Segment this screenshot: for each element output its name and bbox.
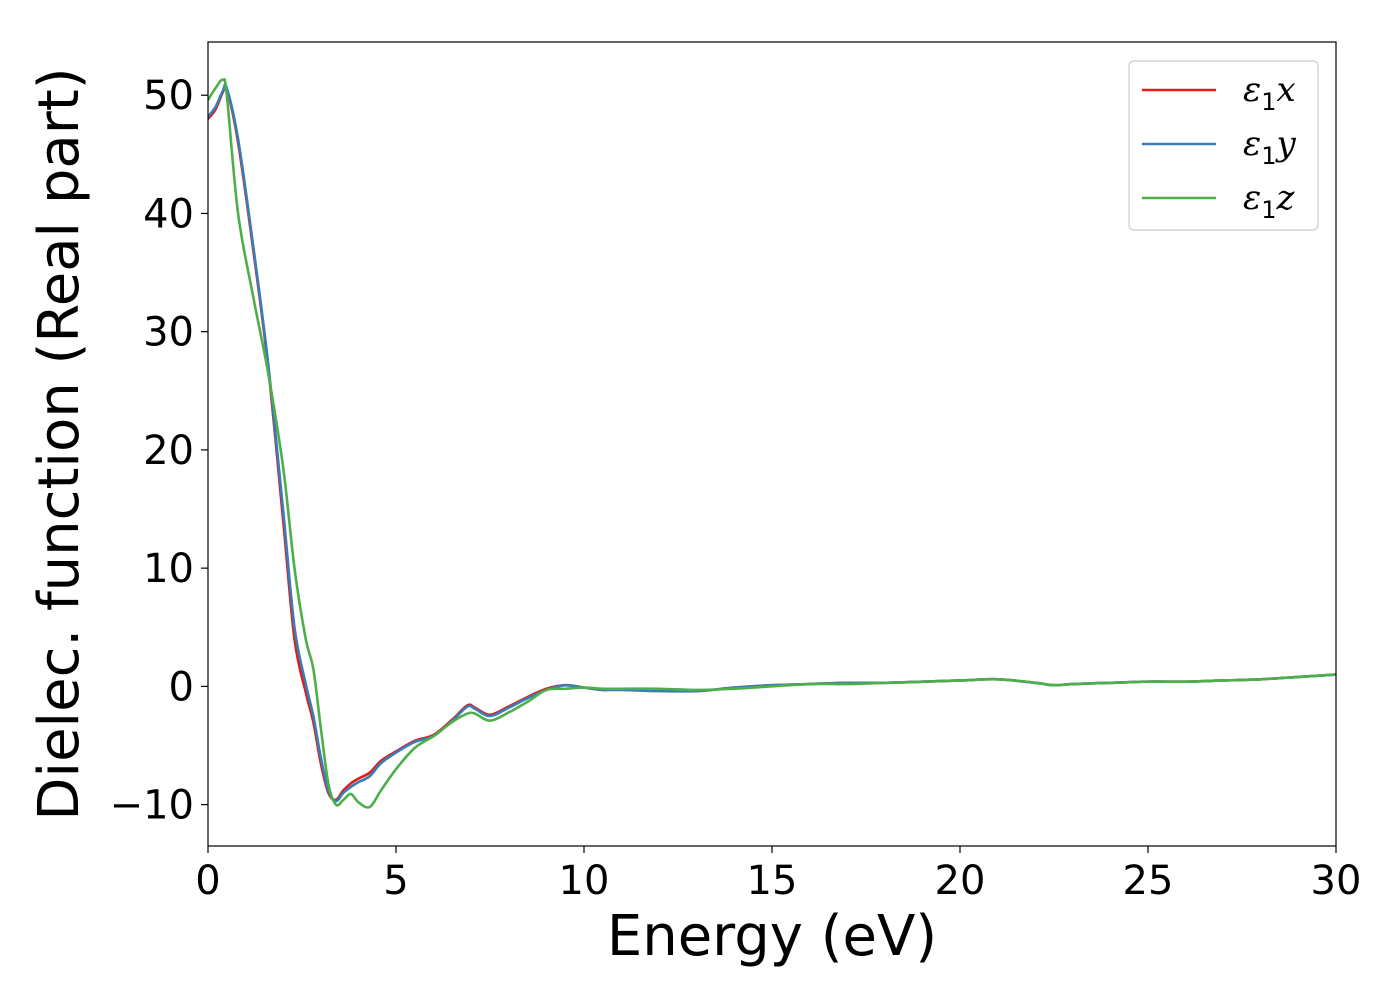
legend-label-3: ε1z [1243,178,1296,224]
y-tick-label: 40 [143,191,194,237]
y-axis-ticks: −10 0 10 20 30 40 50 [110,73,208,829]
x-tick-label: 25 [1123,858,1174,904]
legend-label-main: ε [1243,124,1261,164]
legend-label-2: ε1y [1243,124,1297,170]
x-tick-label: 10 [559,858,610,904]
x-axis-title: Energy (eV) [607,904,937,969]
y-tick-label: −10 [110,783,194,829]
legend-label-sub: 1 [1261,196,1276,224]
x-tick-label: 30 [1311,858,1362,904]
x-axis-ticks: 0 5 10 15 20 25 30 [195,846,1361,904]
x-tick-label: 0 [195,858,220,904]
y-tick-label: 0 [169,664,194,710]
legend-label-main: ε [1243,70,1261,110]
legend-label-tail: x [1277,70,1296,110]
legend-label-tail: z [1276,178,1296,218]
x-tick-label: 20 [935,858,986,904]
y-tick-label: 30 [143,310,194,356]
y-tick-label: 50 [143,73,194,119]
series-line-3 [208,78,1336,809]
y-tick-label: 10 [143,546,194,592]
legend-label-tail: y [1275,124,1297,164]
legend-label-sub: 1 [1261,88,1276,116]
legend-label-sub: 1 [1261,142,1276,170]
y-tick-label: 20 [143,428,194,474]
legend-label-1: ε1x [1243,70,1296,116]
legend-box [1128,60,1319,231]
series-layer [208,78,1336,809]
x-tick-label: 15 [747,858,798,904]
legend-label-main: ε [1243,178,1261,218]
y-axis-title: Dielec. function (Real part) [27,67,92,820]
x-tick-label: 5 [383,858,408,904]
